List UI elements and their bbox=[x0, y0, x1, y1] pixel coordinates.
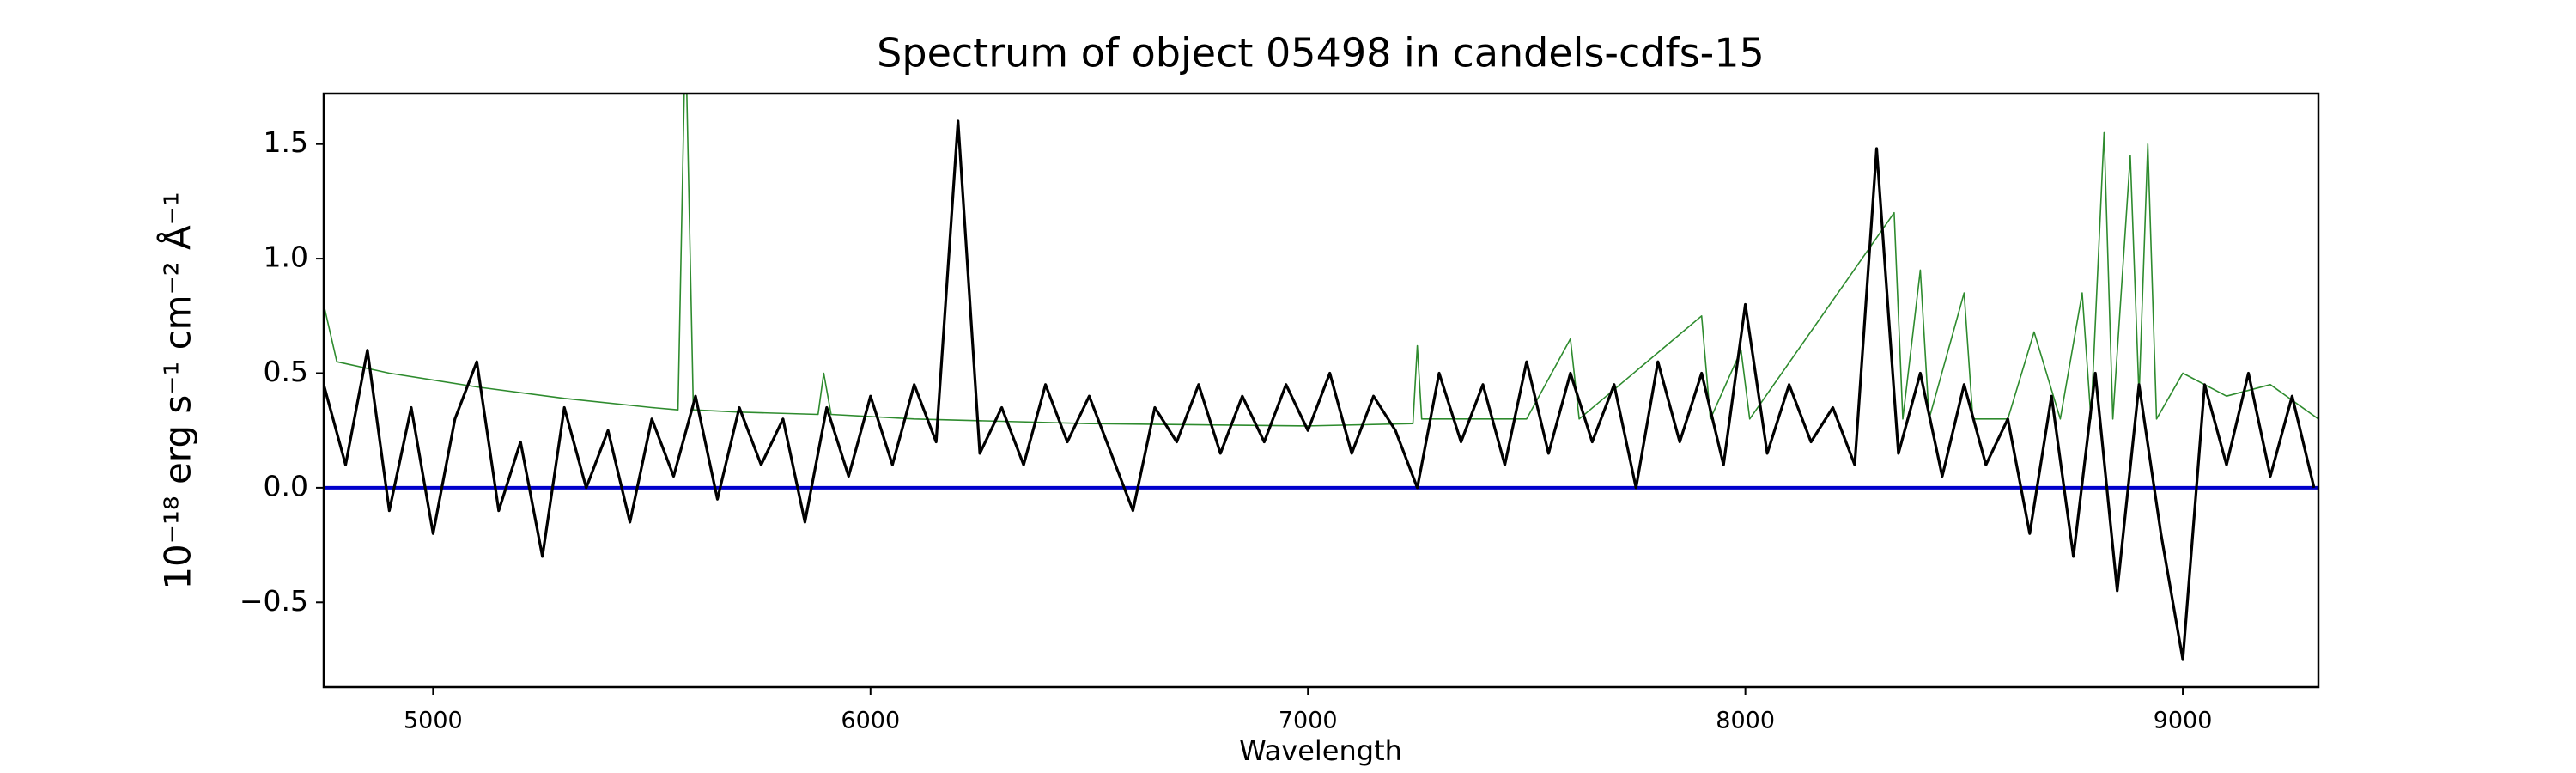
plot-area bbox=[324, 94, 2318, 661]
x-tick-label: 7000 bbox=[1279, 708, 1338, 734]
chart-title: Spectrum of object 05498 in candels-cdfs… bbox=[877, 30, 1765, 76]
y-tick-label: 0.5 bbox=[264, 355, 308, 388]
y-tick-label: 1.5 bbox=[264, 125, 308, 159]
x-tick-label: 8000 bbox=[1716, 708, 1775, 734]
x-axis-label: Wavelength bbox=[1239, 734, 1402, 767]
x-tick-label: 9000 bbox=[2154, 708, 2213, 734]
spectrum-line bbox=[324, 119, 2316, 661]
x-tick-label: 6000 bbox=[841, 708, 900, 734]
y-tick-label: 1.0 bbox=[264, 240, 308, 274]
x-tick-label: 5000 bbox=[404, 708, 463, 734]
axes-frame bbox=[322, 92, 2320, 689]
y-tick-label: 0.0 bbox=[264, 469, 308, 502]
y-axis-label: 10⁻¹⁸ erg s⁻¹ cm⁻² Å⁻¹ bbox=[156, 192, 199, 589]
spectrum-line bbox=[324, 94, 2318, 427]
y-tick-label: −0.5 bbox=[240, 584, 308, 618]
